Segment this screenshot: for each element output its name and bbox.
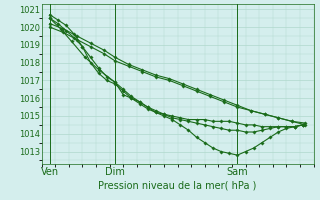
X-axis label: Pression niveau de la mer( hPa ): Pression niveau de la mer( hPa ) bbox=[99, 181, 257, 191]
